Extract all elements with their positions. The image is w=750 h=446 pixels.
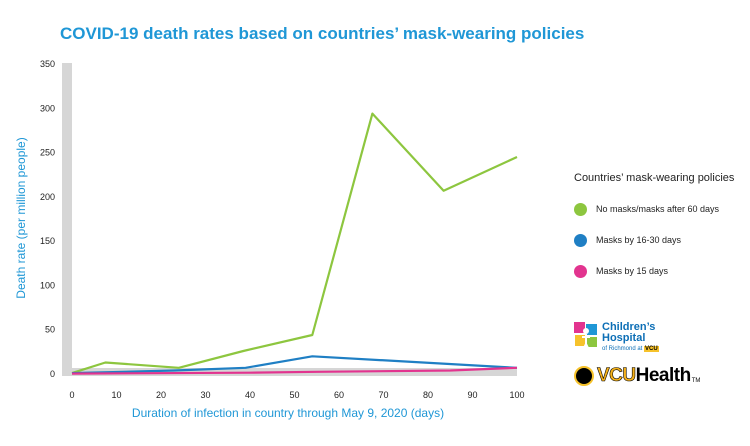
x-tick-label: 50 — [289, 390, 299, 400]
x-tick-label: 100 — [509, 390, 524, 400]
y-tick-label: 250 — [40, 148, 55, 158]
legend-item-masks-15: Masks by 15 days — [574, 263, 734, 279]
x-tick-labels: 0 10 20 30 40 50 60 70 80 90 100 — [69, 390, 524, 400]
legend-dot-no-masks — [574, 202, 587, 216]
y-tick-label: 150 — [40, 236, 55, 246]
x-tick-label: 60 — [334, 390, 344, 400]
x-tick-label: 0 — [69, 390, 74, 400]
x-tick-label: 40 — [245, 390, 255, 400]
y-axis-bar — [62, 63, 72, 376]
childrens-hospital-logo: Children’s Hospital of Richmond at VCU — [574, 322, 659, 352]
legend-dot-masks-16-30 — [574, 233, 587, 247]
x-tick-label: 80 — [423, 390, 433, 400]
y-tick-label: 350 — [40, 59, 55, 69]
vcu-health-logo: VCUHealth TM — [574, 365, 700, 387]
y-tick-labels: 0 50 100 150 200 250 300 350 — [40, 59, 55, 379]
x-tick-label: 90 — [467, 390, 477, 400]
y-tick-label: 100 — [40, 280, 55, 290]
y-tick-label: 300 — [40, 103, 55, 113]
chart-title: COVID-19 death rates based on countries’… — [60, 24, 585, 43]
childrens-hospital-line2: Hospital — [602, 332, 646, 344]
x-axis-label: Duration of infection in country through… — [132, 406, 444, 420]
x-tick-label: 20 — [156, 390, 166, 400]
series-line-1 — [71, 355, 518, 375]
childrens-hospital-line3: of Richmond at VCU — [602, 346, 659, 352]
y-tick-label: 50 — [45, 325, 55, 335]
x-tick-label: 70 — [378, 390, 388, 400]
y-tick-label: 0 — [50, 369, 55, 379]
vcu-health-trademark: TM — [691, 378, 701, 384]
vcu-health-wordmark: VCUHealth — [597, 365, 692, 387]
series-lines — [71, 112, 518, 375]
childrens-hospital-icon — [574, 322, 597, 351]
series-line-0 — [71, 112, 518, 375]
legend-label-no-masks: No masks/masks after 60 days — [596, 204, 720, 214]
legend-title: Countries’ mask-wearing policies — [574, 172, 735, 184]
series-line-2 — [71, 366, 518, 375]
y-tick-label: 200 — [40, 192, 55, 202]
legend-label-masks-16-30: Masks by 16-30 days — [596, 235, 682, 245]
vcu-seal-icon — [574, 366, 594, 386]
legend-item-masks-16-30: Masks by 16-30 days — [574, 232, 734, 248]
legend-dot-masks-15 — [574, 264, 587, 278]
legend-label-masks-15: Masks by 15 days — [596, 266, 669, 276]
x-tick-label: 30 — [200, 390, 210, 400]
legend: Countries’ mask-wearing policies No mask… — [574, 172, 734, 294]
legend-item-no-masks: No masks/masks after 60 days — [574, 201, 734, 217]
childrens-hospital-line1: Children’s — [602, 321, 656, 333]
x-tick-label: 10 — [111, 390, 121, 400]
y-axis-label: Death rate (per million people) — [14, 137, 28, 298]
